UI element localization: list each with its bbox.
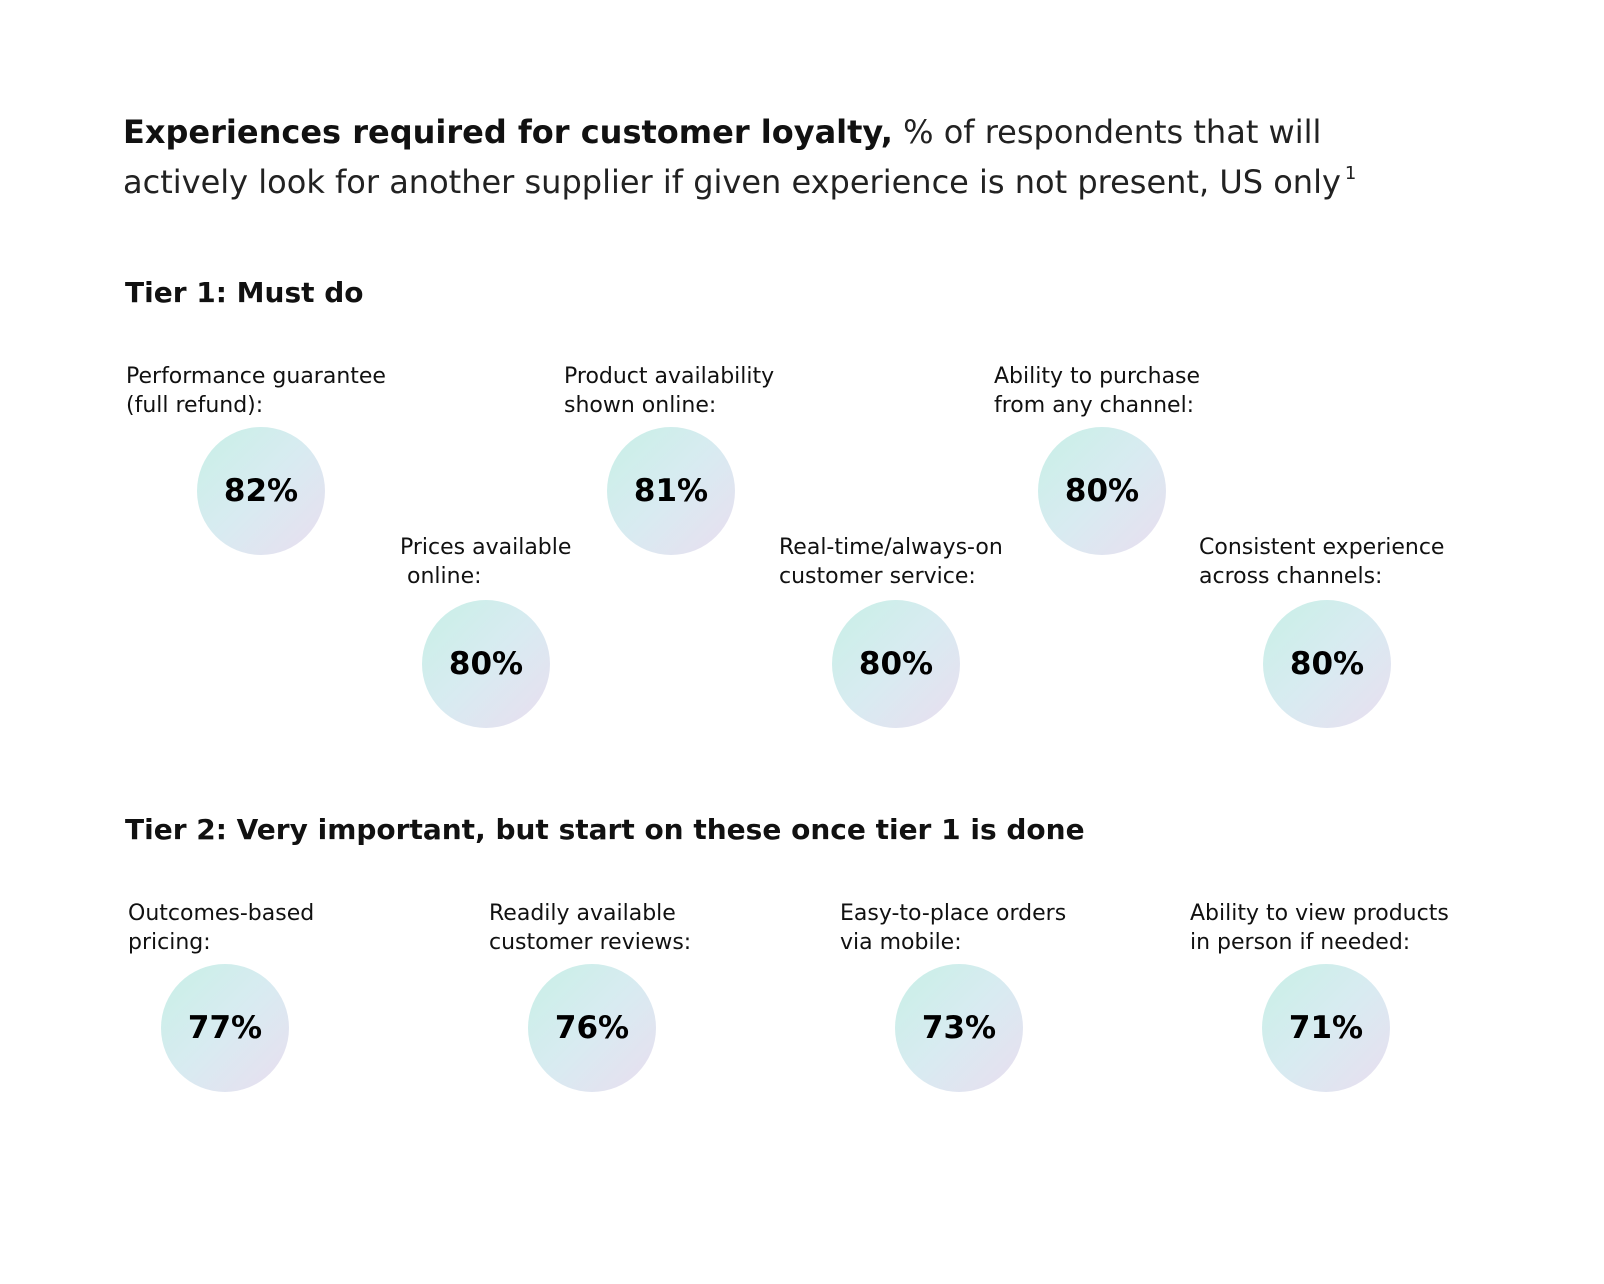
item-label: Ability to view products in person if ne… (1190, 901, 1449, 955)
value-circle: 71% (1262, 964, 1390, 1092)
item-label: Performance guarantee (full refund): (126, 364, 386, 418)
value-circle: 80% (422, 600, 550, 728)
item-label: Consistent experience across channels: (1199, 535, 1445, 589)
item-label: Ability to purchase from any channel: (994, 364, 1201, 418)
title-subtitle: % of respondents that will actively look… (123, 113, 1341, 201)
value-circle: 76% (528, 964, 656, 1092)
value-circle: 80% (1038, 427, 1166, 555)
item-label: Readily available customer reviews: (489, 901, 692, 955)
item-label: Prices available online: (400, 535, 572, 589)
value-circle: 81% (607, 427, 735, 555)
item-label: Product availability shown online: (564, 364, 775, 418)
title-bold: Experiences required for customer loyalt… (123, 113, 893, 151)
value-circle: 82% (197, 427, 325, 555)
page-title: Experiences required for customer loyalt… (123, 112, 1453, 203)
item-label: Real-time/always-on customer service: (779, 535, 1003, 589)
value-circle: 77% (161, 964, 289, 1092)
tier1-heading: Tier 1: Must do (125, 276, 364, 309)
footnote-marker: 1 (1344, 163, 1357, 184)
item-label: Outcomes-based pricing: (128, 901, 315, 955)
value-circle: 73% (895, 964, 1023, 1092)
value-circle: 80% (1263, 600, 1391, 728)
tier2-heading: Tier 2: Very important, but start on the… (125, 813, 1085, 846)
item-label: Easy-to-place orders via mobile: (840, 901, 1067, 955)
value-circle: 80% (832, 600, 960, 728)
